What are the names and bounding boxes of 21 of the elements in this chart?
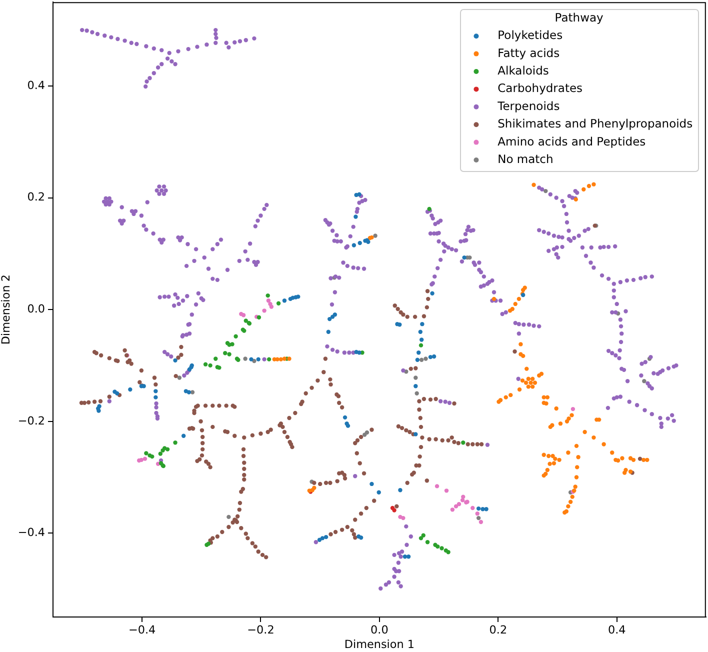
legend-label: No match [498, 152, 554, 166]
y-tick-label: 0.0 [27, 302, 45, 316]
legend-label: Alkaloids [498, 63, 549, 78]
legend-label: Amino acids and Peptides [498, 134, 646, 148]
x-tick-label: 0.4 [608, 624, 626, 637]
y-axis-title: Dimension 2 [0, 274, 13, 345]
x-tick-label: −0.4 [128, 624, 156, 637]
y-tick-label: 0.2 [27, 190, 45, 204]
x-tick-label: −0.2 [247, 624, 274, 637]
legend-label: Terpenoids [496, 98, 560, 113]
y-tick-label: 0.4 [27, 78, 45, 92]
legend-title: Pathway [554, 10, 604, 24]
x-axis-title: Dimension 1 [344, 638, 415, 652]
legend-label: Polyketides [498, 28, 563, 42]
x-tick-label: 0.2 [489, 624, 508, 637]
x-tick-label: 0.0 [370, 624, 388, 637]
y-tick-label: −0.2 [18, 414, 45, 428]
y-tick-label: −0.4 [18, 526, 45, 540]
legend-label: Fatty acids [498, 46, 560, 60]
legend-label: Carbohydrates [498, 81, 583, 96]
legend-label: Shikimates and Phenylpropanoids [498, 116, 693, 131]
